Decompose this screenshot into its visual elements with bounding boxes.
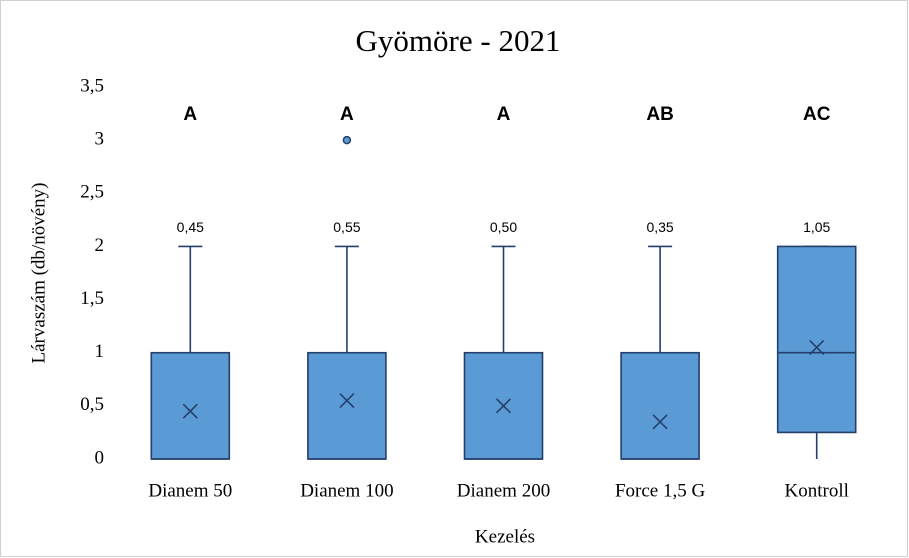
annotation: A (183, 104, 197, 125)
mean-marker (809, 339, 825, 355)
mean-marker (495, 398, 512, 414)
x-axis-label: Kezelés (475, 526, 535, 547)
x-tick-label: Dianem 50 (148, 480, 232, 501)
annotation: AC (803, 104, 831, 125)
y-tick-label: 2 (95, 235, 105, 256)
mean-marker (339, 392, 355, 409)
y-tick-label: 1 (95, 341, 105, 362)
mean-marker (652, 414, 668, 430)
annotation: A (340, 104, 354, 125)
box (307, 351, 387, 460)
y-tick-label: 0,5 (80, 394, 104, 415)
mean-label: 0,50 (490, 219, 517, 235)
mean-label: 0,35 (646, 219, 673, 235)
x-tick-label: Dianem 200 (457, 480, 550, 501)
y-tick-label: 3,5 (80, 75, 104, 96)
x-tick-label: Force 1,5 G (615, 480, 706, 501)
mean-label: 0,55 (333, 219, 360, 235)
y-tick-label: 3 (95, 129, 105, 150)
annotation: A (497, 104, 511, 125)
x-tick-label: Kontroll (785, 480, 849, 501)
box (776, 245, 857, 434)
chart-title: Gyömöre - 2021 (356, 23, 561, 58)
box (150, 351, 231, 460)
mean-marker (182, 403, 198, 419)
y-axis-label: Lárvaszám (db/növény) (28, 183, 49, 364)
y-tick-label: 0 (95, 447, 105, 468)
mean-label: 0,45 (177, 219, 204, 235)
y-tick-label: 2,5 (80, 182, 104, 203)
x-tick-label: Dianem 100 (300, 480, 393, 501)
box (620, 351, 700, 460)
y-tick-label: 1,5 (80, 288, 104, 309)
outlier (342, 135, 352, 145)
annotation: AB (646, 104, 673, 125)
mean-label: 1,05 (803, 219, 830, 235)
